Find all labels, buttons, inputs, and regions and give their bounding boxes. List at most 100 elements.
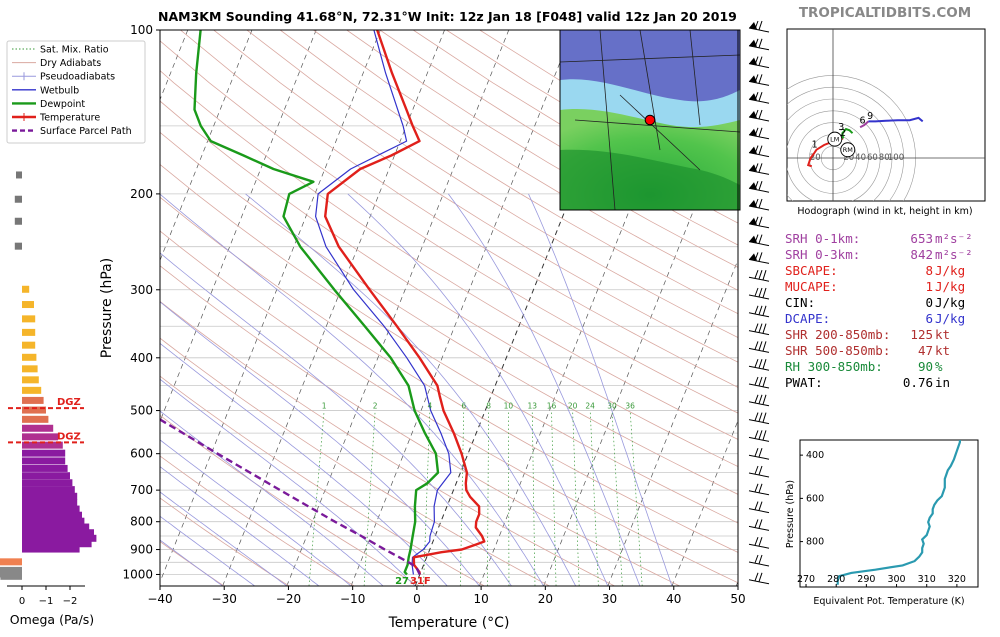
dry-adiabat-line bbox=[160, 300, 615, 586]
isotherm-line bbox=[160, 30, 253, 262]
hodograph-trace bbox=[868, 116, 924, 123]
legend-entry: Dry Adiabats bbox=[12, 58, 101, 69]
barb-tick bbox=[758, 145, 763, 155]
barb-tick bbox=[762, 412, 767, 423]
barb-staff bbox=[748, 276, 770, 282]
barb-tick bbox=[754, 127, 759, 136]
legend-label: Dewpoint bbox=[40, 99, 85, 110]
index-unit: J/kg bbox=[935, 295, 966, 310]
mixing-ratio-label: 30 bbox=[607, 402, 617, 411]
barb-tick bbox=[762, 394, 767, 405]
barb-tick bbox=[754, 359, 759, 368]
wind-barb-icon bbox=[748, 38, 770, 51]
wind-barb-icon bbox=[748, 554, 770, 567]
omega-bar bbox=[22, 449, 66, 457]
pseudoadiabat-line bbox=[160, 439, 352, 586]
omega-bar bbox=[22, 486, 75, 494]
isotherm-line bbox=[222, 30, 445, 586]
barb-tick bbox=[754, 394, 759, 403]
barb-flag bbox=[749, 75, 757, 83]
index-row: DCAPE: 6 J/kg bbox=[785, 311, 985, 327]
barb-flag bbox=[749, 57, 757, 65]
isotherm-line bbox=[350, 30, 574, 586]
index-label: SHR 200-850mb: bbox=[785, 327, 891, 342]
wind-barb-icon bbox=[748, 74, 770, 86]
index-label: CIN: bbox=[785, 295, 816, 310]
wind-barb-icon bbox=[748, 412, 770, 425]
index-row: CIN: 0 J/kg bbox=[785, 295, 985, 311]
wind-barb-icon bbox=[748, 163, 770, 175]
omega-bar bbox=[22, 505, 80, 513]
theta-y-tick-label: 800 bbox=[806, 537, 824, 548]
barb-tick bbox=[754, 376, 759, 386]
mixing-ratio-label: 16 bbox=[547, 402, 557, 411]
barb-staff bbox=[748, 490, 770, 496]
barb-staff bbox=[748, 436, 770, 442]
index-row: SBCAPE: 8 J/kg bbox=[785, 263, 985, 279]
pseudoadiabat-line bbox=[160, 378, 416, 586]
omega-bar bbox=[22, 415, 49, 423]
barb-flag bbox=[749, 22, 757, 29]
pseudoadiabat-line bbox=[160, 515, 255, 586]
hodograph-ring-label: 60 bbox=[867, 153, 878, 163]
mixing-ratio-label: 1 bbox=[322, 402, 327, 411]
map-heavy-rain bbox=[560, 149, 740, 210]
barb-tick bbox=[758, 305, 763, 315]
dgz-label: DGZ bbox=[57, 431, 81, 442]
pseudoadiabat-line bbox=[447, 193, 641, 586]
pseudoadiabat-line bbox=[160, 491, 288, 586]
barb-tick bbox=[762, 359, 767, 369]
isotherm-line bbox=[671, 419, 738, 586]
barb-tick bbox=[758, 38, 763, 48]
omega-bar bbox=[22, 301, 34, 309]
barb-tick bbox=[754, 448, 759, 457]
pseudoadiabat-line bbox=[160, 410, 384, 586]
pseudoadiabat-line bbox=[528, 193, 673, 586]
storm-motion-label: LM bbox=[830, 136, 839, 144]
isotherm-line bbox=[286, 30, 510, 586]
omega-bar bbox=[14, 195, 22, 203]
pseudoadiabat-line bbox=[160, 193, 544, 586]
index-value: 842 bbox=[910, 247, 933, 262]
barb-staff bbox=[748, 169, 770, 175]
radar-map-icon bbox=[559, 29, 741, 211]
mixing-ratio-label: 2 bbox=[373, 402, 378, 411]
barb-staff bbox=[748, 205, 770, 211]
pseudoadiabat-line bbox=[347, 193, 609, 586]
barb-flag bbox=[749, 93, 757, 101]
index-unit: kt bbox=[935, 327, 951, 342]
legend-label: Surface Parcel Path bbox=[40, 126, 132, 137]
mixing-ratio-label: 4 bbox=[427, 402, 432, 411]
hodograph-height-label: 2 bbox=[840, 128, 846, 139]
wind-barb-icon bbox=[748, 572, 770, 585]
barb-tick bbox=[758, 394, 763, 404]
index-value: 0 bbox=[925, 295, 933, 310]
barb-tick bbox=[762, 287, 767, 298]
hodograph-ring-label: 20 bbox=[810, 153, 821, 163]
barb-tick bbox=[754, 483, 759, 492]
index-row: MUCAPE: 1 J/kg bbox=[785, 279, 985, 295]
hodograph-height-label: 6 bbox=[859, 116, 865, 127]
barb-tick bbox=[758, 465, 763, 475]
wind-barb-icon bbox=[748, 198, 770, 211]
dry-adiabat-line bbox=[313, 30, 738, 291]
barb-tick bbox=[754, 74, 759, 83]
storm-motion-icon bbox=[827, 131, 843, 147]
barb-staff bbox=[748, 508, 770, 514]
surface-labels: 27 31F bbox=[395, 576, 431, 587]
skew-t-plot: 1 2 4 6 8 10 13 16 20 24 30 36 −40 −30 −20 −10 0 10 20 30 4… bbox=[99, 20, 770, 631]
mixing-ratio-line bbox=[487, 410, 489, 586]
surface-parcel-path-line bbox=[160, 418, 421, 576]
wind-barb-icon bbox=[748, 92, 770, 104]
legend-label: Wetbulb bbox=[40, 85, 79, 96]
barb-flag bbox=[749, 182, 757, 190]
legend-label: Dry Adiabats bbox=[40, 58, 101, 69]
omega-bar bbox=[22, 328, 36, 336]
barb-tick bbox=[758, 252, 763, 262]
wind-barb-icon bbox=[748, 252, 770, 264]
omega-bar bbox=[22, 479, 73, 487]
mixing-ratio-line bbox=[423, 410, 431, 586]
mixing-ratio-line bbox=[589, 410, 599, 586]
index-row: PWAT: 0.76 in bbox=[785, 375, 985, 391]
omega-bar bbox=[22, 472, 70, 480]
